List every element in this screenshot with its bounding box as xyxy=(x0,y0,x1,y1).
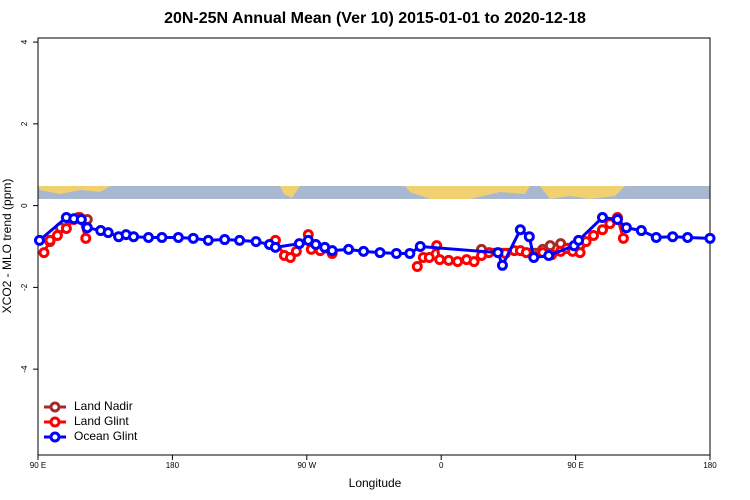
data-point xyxy=(588,229,600,241)
map-ocean xyxy=(38,186,710,199)
data-point xyxy=(596,224,608,236)
data-point xyxy=(514,224,526,236)
data-point xyxy=(326,245,338,257)
data-point xyxy=(33,234,45,246)
data-point xyxy=(528,252,540,264)
y-tick-label: 2 xyxy=(20,121,29,126)
data-point xyxy=(468,256,480,268)
data-point xyxy=(51,229,63,241)
chart-title: 20N-25N Annual Mean (Ver 10) 2015-01-01 … xyxy=(164,10,586,27)
map-land xyxy=(540,186,625,199)
data-point xyxy=(102,227,114,239)
data-point xyxy=(411,261,423,273)
data-point xyxy=(80,232,92,244)
data-point xyxy=(704,232,716,244)
data-point xyxy=(414,241,426,252)
x-tick-label: 90 E xyxy=(30,461,46,470)
data-point xyxy=(520,247,532,259)
data-point xyxy=(156,232,168,244)
data-point xyxy=(423,252,435,264)
data-point xyxy=(219,234,231,246)
data-point xyxy=(128,231,140,243)
x-tick-label: 90 E xyxy=(567,461,583,470)
data-point xyxy=(635,225,647,237)
data-point xyxy=(496,259,508,271)
data-point xyxy=(172,232,184,244)
data-point xyxy=(143,232,155,244)
data-point xyxy=(60,223,72,235)
data-point xyxy=(544,240,556,252)
data-point xyxy=(574,247,586,259)
legend-marker xyxy=(49,416,61,428)
data-point xyxy=(443,254,455,266)
data-point xyxy=(81,222,93,234)
x-tick-label: 90 W xyxy=(297,461,316,470)
y-tick-label: 4 xyxy=(20,39,29,44)
data-point xyxy=(343,243,355,255)
data-point xyxy=(523,231,535,243)
legend-label: Land Nadir xyxy=(74,399,133,413)
x-tick-label: 0 xyxy=(439,461,444,470)
data-point xyxy=(573,234,585,246)
data-point xyxy=(250,236,262,248)
data-point xyxy=(620,222,632,234)
map-land xyxy=(405,186,530,199)
data-point xyxy=(44,234,56,246)
x-axis-title: Longitude xyxy=(349,476,402,490)
data-point xyxy=(75,214,87,226)
data-point xyxy=(682,232,694,244)
x-tick-label: 180 xyxy=(166,461,180,470)
y-axis-title: XCO2 - MLO trend (ppm) xyxy=(0,179,14,314)
data-point xyxy=(667,231,679,243)
data-point xyxy=(452,256,464,268)
data-point xyxy=(358,245,370,257)
data-point xyxy=(374,247,386,259)
x-tick-label: 180 xyxy=(703,461,717,470)
data-point xyxy=(390,247,402,259)
data-point xyxy=(611,214,623,226)
data-point xyxy=(284,252,296,264)
data-point xyxy=(310,238,322,250)
data-point xyxy=(650,232,662,244)
legend-label: Land Glint xyxy=(74,414,129,428)
data-point xyxy=(187,232,199,244)
y-tick-label: -4 xyxy=(20,365,29,373)
data-point xyxy=(202,234,214,246)
data-point xyxy=(617,232,629,244)
map-land xyxy=(38,186,110,194)
y-tick-label: -2 xyxy=(20,283,29,291)
data-point xyxy=(269,241,281,253)
legend-marker xyxy=(49,401,61,413)
data-point xyxy=(293,238,305,250)
map-land xyxy=(280,186,300,198)
data-point xyxy=(404,247,416,259)
data-point xyxy=(38,247,50,259)
data-point xyxy=(434,254,446,266)
data-point xyxy=(543,249,555,261)
data-point xyxy=(492,247,504,259)
plot-frame xyxy=(37,37,711,456)
legend-label: Ocean Glint xyxy=(74,429,138,443)
map-strip xyxy=(38,186,710,199)
data-point xyxy=(596,211,608,223)
data-point xyxy=(234,234,246,246)
y-tick-label: 0 xyxy=(20,203,29,208)
legend-marker xyxy=(49,431,61,443)
